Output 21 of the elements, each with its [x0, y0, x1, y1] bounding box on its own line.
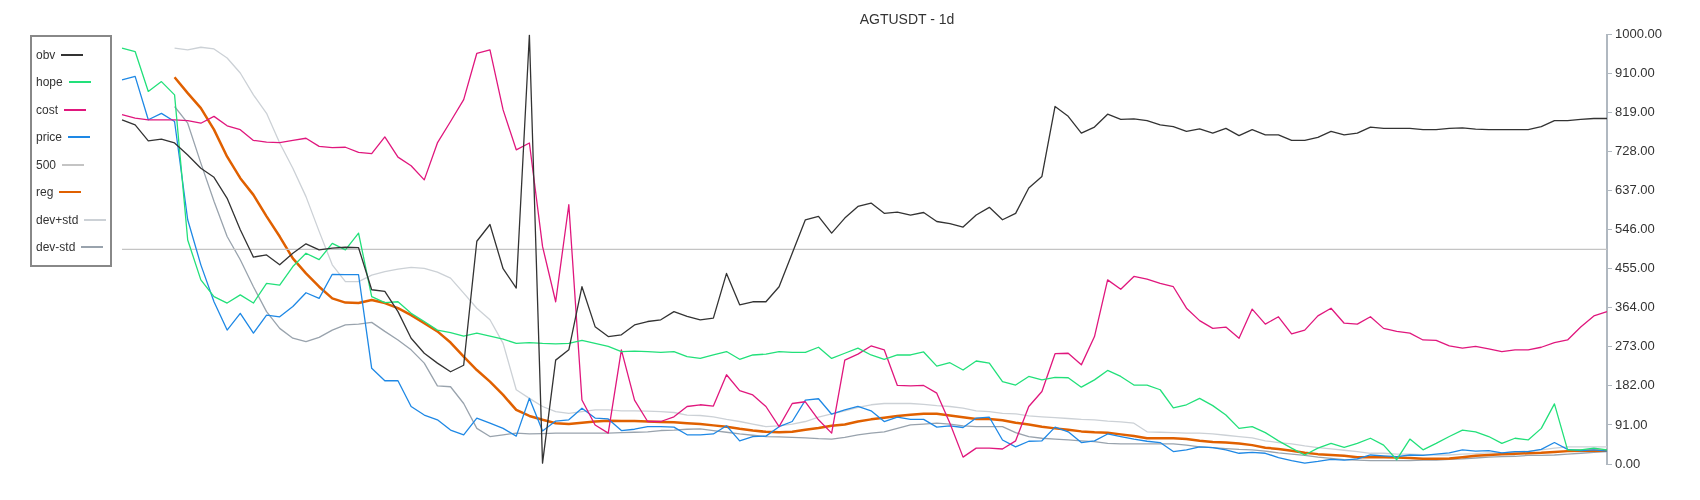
- legend-label: obv: [36, 47, 56, 62]
- y-tick-label: 182.00: [1615, 377, 1655, 393]
- y-tick-label: 819.00: [1615, 104, 1655, 120]
- legend-label: cost: [36, 102, 59, 117]
- y-tick-label: 1000.00: [1615, 26, 1662, 42]
- y-tick-label: 364.00: [1615, 299, 1655, 315]
- legend-label: hope: [36, 75, 63, 90]
- y-tick-label: 455.00: [1615, 260, 1655, 276]
- legend-label: reg: [36, 185, 54, 200]
- legend-label: 500: [36, 157, 57, 172]
- y-tick-label: 910.00: [1615, 65, 1655, 81]
- y-tick-label: 0.00: [1615, 455, 1641, 471]
- legend-label: dev-std: [36, 240, 76, 255]
- legend-label: price: [36, 130, 63, 145]
- chart-title: AGTUSDT - 1d: [859, 11, 955, 28]
- y-tick-label: 91.00: [1615, 416, 1648, 432]
- legend-label: dev+std: [36, 212, 79, 227]
- y-tick-label: 728.00: [1615, 143, 1655, 159]
- y-tick-label: 637.00: [1615, 182, 1655, 198]
- y-tick-label: 546.00: [1615, 221, 1655, 237]
- y-tick-label: 273.00: [1615, 338, 1655, 354]
